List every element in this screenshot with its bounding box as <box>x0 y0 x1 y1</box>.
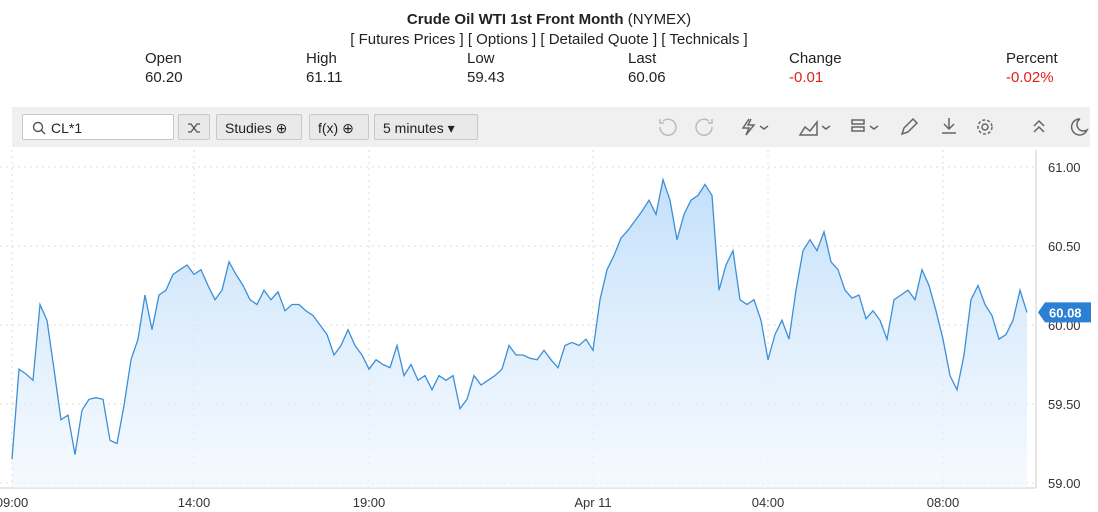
quote-value: 60.20 <box>145 69 183 86</box>
links: [ Futures Prices ] [ Options ] [ Detaile… <box>0 31 1098 48</box>
x-tick-label: Apr 11 <box>574 495 611 510</box>
quote-value: 61.11 <box>306 69 343 86</box>
y-tick-label: 61.00 <box>1048 160 1081 175</box>
title-row: Crude Oil WTI 1st Front Month (NYMEX) <box>0 11 1098 28</box>
title: Crude Oil WTI 1st Front Month <box>406 11 624 28</box>
y-tick-label: 60.50 <box>1048 239 1081 254</box>
interval: 5 minutes <box>383 120 444 136</box>
quote-label: High <box>306 50 337 67</box>
quote-value: 60.06 <box>628 69 666 86</box>
search-icon <box>32 121 46 135</box>
link[interactable]: [ Detailed Quote ] <box>540 31 658 48</box>
fx-button[interactable]: f(x) ⊕ <box>309 114 369 140</box>
quote-value: 59.43 <box>467 69 505 86</box>
area <box>12 179 1027 488</box>
symbol: CL*1 <box>51 120 83 136</box>
x-tick-label: 09:00 <box>0 495 28 510</box>
price-tag: 60.08 <box>1049 305 1082 320</box>
compare-button[interactable] <box>178 114 210 140</box>
studies-button[interactable]: Studies ⊕ <box>216 114 302 140</box>
quote-label: Percent <box>1006 50 1058 67</box>
price-line <box>11 177 1028 460</box>
link[interactable]: [ Technicals ] <box>661 31 748 48</box>
interval-select[interactable]: 5 minutes ▾ <box>374 114 478 140</box>
shuffle-icon <box>188 123 200 133</box>
quote-label: Last <box>628 50 657 67</box>
quote-label: Low <box>467 50 495 67</box>
x-tick-label: 08:00 <box>927 495 960 510</box>
quote-label: Open <box>145 50 182 67</box>
quote-label: Change <box>789 50 842 67</box>
chart: 59.0059.5060.0060.5061.0009:0014:0019:00… <box>0 150 1091 510</box>
y-tick-label: 59.00 <box>1048 476 1081 491</box>
x-tick-label: 19:00 <box>353 495 386 510</box>
exchange: (NYMEX) <box>627 11 692 28</box>
quote-value: -0.01 <box>789 69 824 86</box>
tool-icons <box>659 117 1089 136</box>
studies: Studies <box>225 120 272 136</box>
fx: f(x) <box>318 120 339 136</box>
x-tick-label: 14:00 <box>178 495 211 510</box>
symbol-input[interactable]: CL*1 <box>22 114 174 140</box>
quote-value: -0.02% <box>1006 69 1054 86</box>
link[interactable]: [ Options ] <box>467 31 537 48</box>
y-tick-label: 59.50 <box>1048 397 1081 412</box>
toolbar: CL*1 Studies ⊕ f(x) ⊕ 5 minutes ▾ <box>12 107 1090 147</box>
x-tick-label: 04:00 <box>752 495 785 510</box>
link[interactable]: [ Futures Prices ] <box>350 31 464 48</box>
price-tag-bg <box>1038 302 1091 323</box>
